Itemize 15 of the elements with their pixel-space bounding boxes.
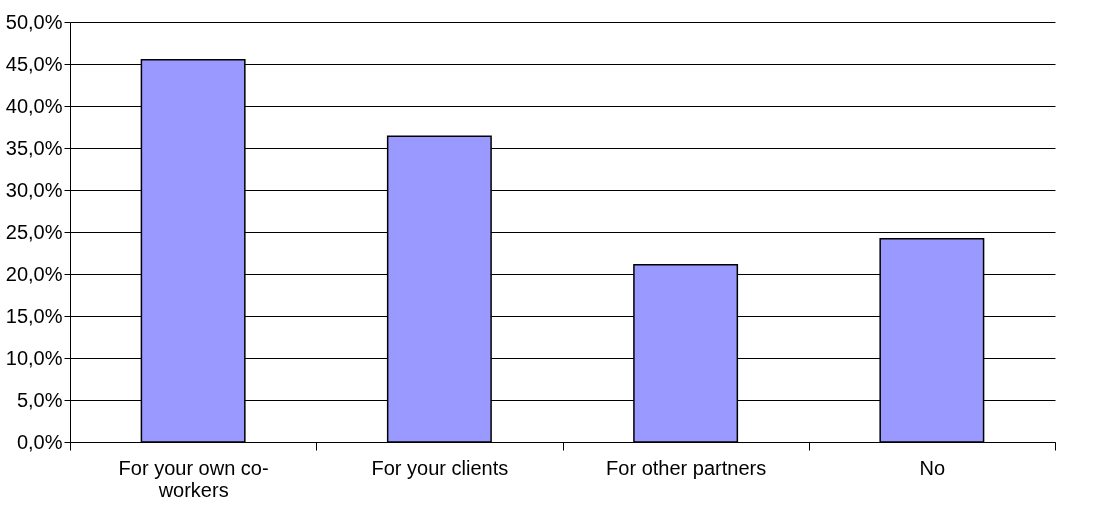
y-tick-label: 50,0% bbox=[5, 10, 63, 33]
y-tick-label: 45,0% bbox=[5, 52, 63, 75]
x-tick-label: For your clients bbox=[371, 456, 509, 479]
y-tick-label: 30,0% bbox=[5, 178, 63, 201]
y-tick-label: 10,0% bbox=[5, 346, 63, 369]
x-tick-label: For your own co-workers bbox=[118, 456, 269, 501]
y-tick-label: 20,0% bbox=[5, 262, 63, 285]
y-tick-label: 40,0% bbox=[5, 94, 63, 117]
y-tick-label: 0,0% bbox=[16, 430, 63, 453]
y-tick-label: 25,0% bbox=[5, 220, 63, 243]
x-tick-label: For other partners bbox=[606, 456, 767, 479]
y-tick-label: 15,0% bbox=[5, 304, 63, 327]
y-tick-label: 5,0% bbox=[16, 388, 63, 411]
y-tick-label: 35,0% bbox=[5, 136, 63, 159]
x-tick-label: No bbox=[919, 456, 946, 479]
